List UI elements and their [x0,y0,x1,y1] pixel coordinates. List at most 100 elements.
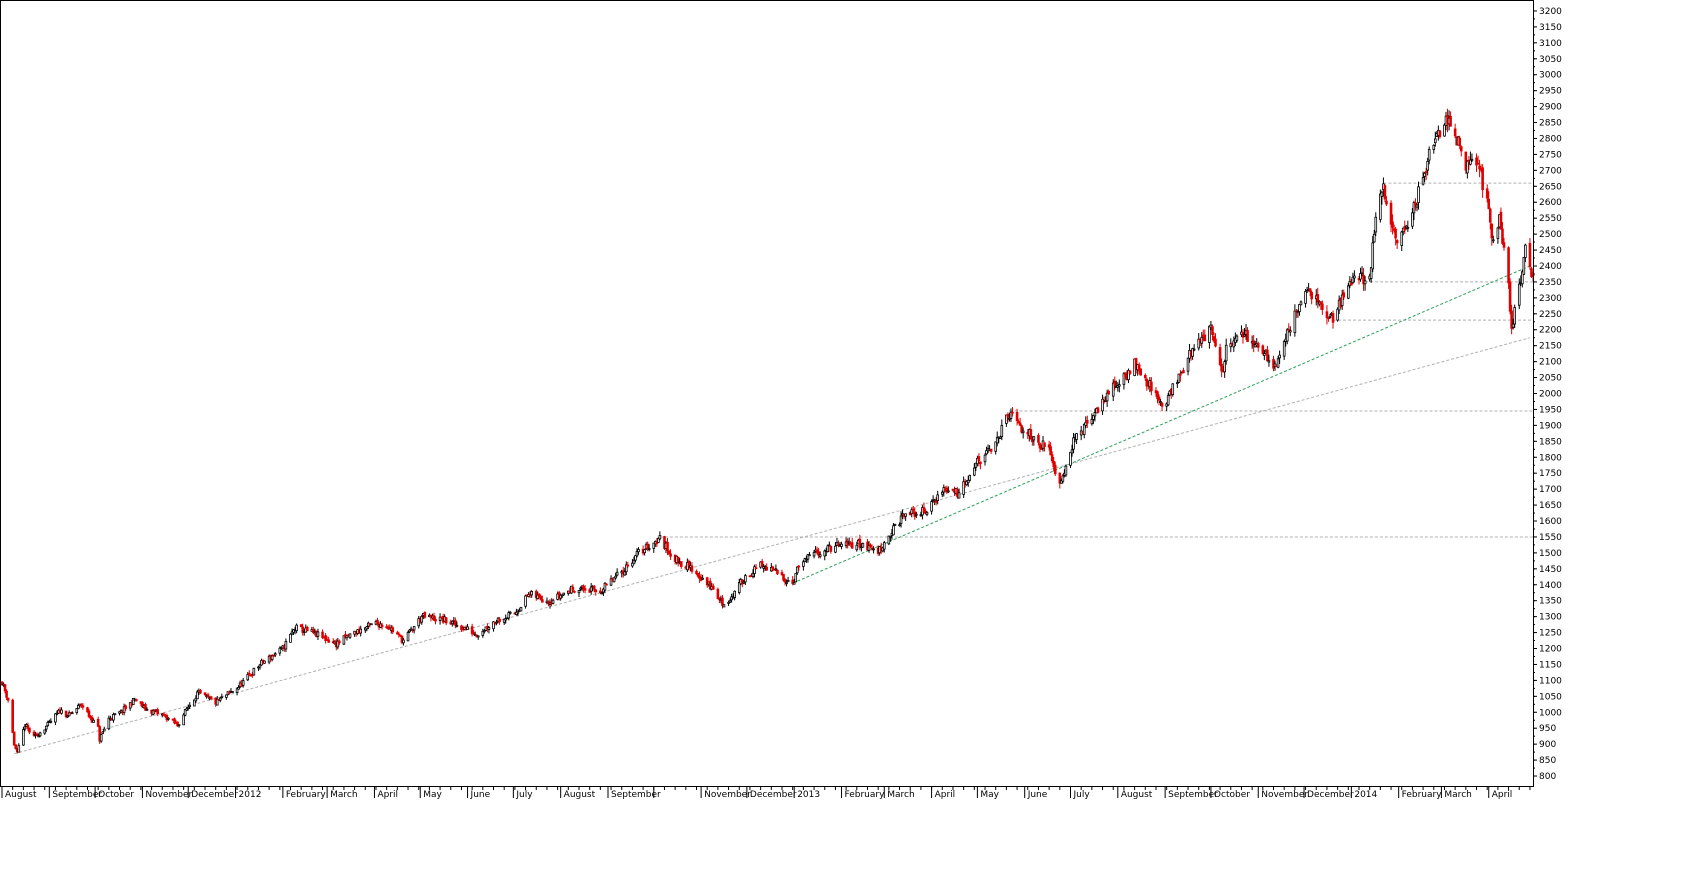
candle [985,446,988,456]
candle [1374,212,1378,236]
candle [1325,305,1329,325]
candle [1058,472,1062,489]
candle [994,441,997,455]
candle [1020,424,1023,434]
candle [237,685,240,690]
candle [635,548,639,558]
candle [889,535,892,542]
candle [1085,415,1089,428]
candle [263,660,266,664]
candle [771,565,775,572]
candle [524,594,527,609]
candle [1487,191,1491,210]
x-tick-label: September [52,790,102,800]
x-tick-label: May [980,790,999,800]
candle [1488,207,1492,230]
candle [460,624,463,632]
candle [1406,220,1410,232]
candle [487,626,491,634]
candle [626,561,630,568]
candle [983,453,987,466]
candle [98,725,101,744]
candle [573,590,576,594]
candle [850,537,854,549]
x-tick-label: May [423,790,442,800]
x-tick-label: March [887,790,914,800]
candle [112,712,115,723]
candle [1266,345,1269,362]
candle [1492,235,1495,244]
candle [744,573,747,585]
candle [1218,343,1222,367]
candle [754,564,758,570]
candle [652,542,656,553]
candle [1000,419,1004,441]
candle [1485,184,1489,203]
candle [1029,424,1033,440]
y-tick-label: 2900 [1539,103,1562,113]
x-tick-label: February [845,790,886,800]
x-tick-label: February [286,790,327,800]
y-tick-label: 2650 [1539,182,1562,192]
candle [904,513,907,521]
candle [365,626,369,632]
candle [1050,451,1054,464]
candle [989,448,993,455]
candle [92,718,95,723]
candle [603,582,607,594]
candle [867,540,871,553]
candle [676,556,680,567]
candle [1223,359,1226,378]
candle [220,693,224,699]
candle [1166,392,1170,407]
candle [646,541,649,552]
candle [1478,159,1481,178]
candle [1496,226,1500,244]
candle [1011,407,1014,417]
candle [1510,304,1513,335]
candle [791,576,794,586]
candle [1363,276,1367,291]
candle [1336,307,1339,322]
candle [1412,200,1416,221]
candle [1137,362,1141,375]
plot-frame [0,0,1534,787]
candle [408,629,411,634]
candle [1508,278,1512,315]
candle [797,565,801,571]
candle [541,595,544,603]
candle [837,540,840,548]
candle [1331,310,1335,329]
candle [547,600,550,607]
candle [258,663,262,670]
candle [101,730,105,735]
candle [432,612,436,621]
candle [1092,414,1095,425]
candle [780,569,784,576]
y-tick-label: 1450 [1539,565,1562,575]
x-tick-label: December [191,790,238,800]
candle [631,558,634,568]
candle [1246,327,1249,343]
candle [379,621,382,629]
candle [438,613,442,625]
x-tick-label: 2014 [1354,790,1377,800]
candle [1017,419,1020,424]
candle [495,619,498,626]
candle [35,732,39,736]
candle [99,734,103,743]
candle [81,702,85,710]
candle [1389,200,1393,233]
y-tick-label: 1800 [1539,453,1562,463]
candle [560,594,564,599]
candle [1299,300,1303,306]
candle [962,476,965,498]
candle [1006,412,1010,423]
candle [1214,333,1217,348]
candle [1490,222,1494,246]
candle [12,731,16,746]
candle [1021,427,1025,439]
candle [721,595,724,609]
y-tick-label: 3150 [1539,23,1562,33]
candle [399,634,402,637]
